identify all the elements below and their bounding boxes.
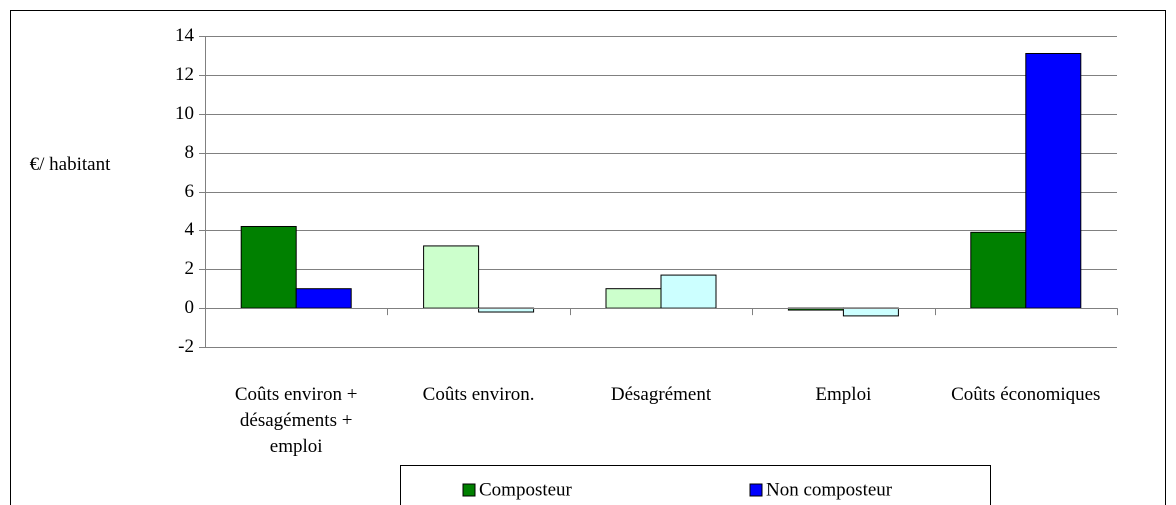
x-tick-label: Désagrément [610,384,712,405]
x-tick-label: Emploi [815,384,872,405]
bar [295,288,352,309]
bar [1025,52,1082,309]
y-axis-label: €/ habitant [29,154,111,175]
legend-swatch [462,483,476,497]
x-tick-label: Coûts économiques [951,384,1101,405]
bar [423,245,480,309]
bar [660,274,717,309]
y-tick-label: 14 [175,25,195,46]
legend-label: Non composteur [766,479,893,500]
x-tick-label: Coûts environ + désagéments + emploi [234,384,358,457]
y-tick-label: -2 [178,336,194,357]
legend-swatch [749,483,763,497]
y-tick-label: 12 [175,64,194,85]
bar [240,225,297,309]
y-tick-label: 8 [185,142,195,163]
x-tick-label: Coûts environ. [422,384,535,405]
legend-label: Composteur [479,479,573,500]
y-tick-label: 4 [185,219,195,240]
bar [970,231,1027,309]
y-tick-label: 10 [175,103,194,124]
y-tick-label: 0 [185,297,195,318]
chart-frame [10,10,1166,505]
y-tick-label: 6 [185,181,195,202]
y-tick-label: 2 [185,258,195,279]
legend-box [400,465,991,505]
bar [605,288,662,309]
bar [842,307,899,317]
